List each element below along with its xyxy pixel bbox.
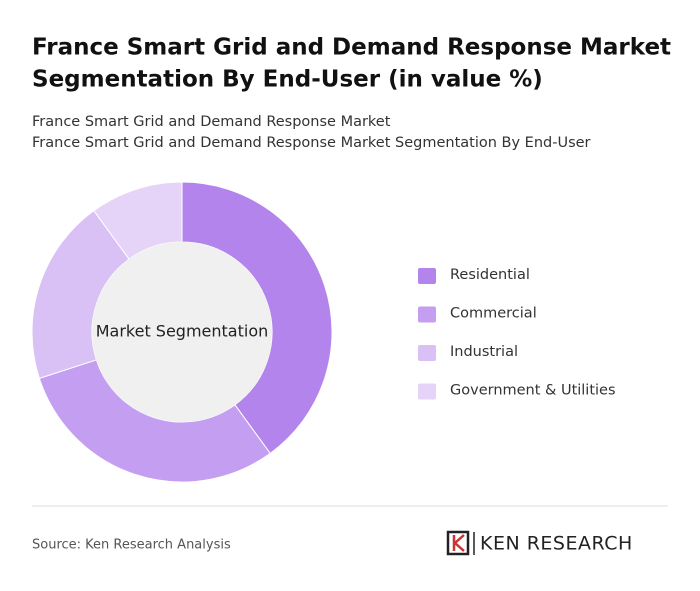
subtitle: France Smart Grid and Demand Response Ma… [32,114,391,130]
donut-slice [93,181,183,260]
logo-text: KEN RESEARCH [480,533,633,555]
legend-label: Industrial [450,344,518,360]
legend-swatch [418,345,436,361]
subtitle: France Smart Grid and Demand Response Ma… [32,135,591,151]
legend-swatch [418,306,436,323]
logo: KEN RESEARCH [446,530,633,556]
donut-hole [92,242,272,422]
legend-label: Government & Utilities [450,383,616,399]
center-label: Market Segmentation [96,322,269,341]
legend-swatch [418,268,436,284]
chart-title: France Smart Grid and Demand Response Ma… [32,35,671,61]
donut-slice [181,181,333,455]
logo-icon [446,530,470,556]
legend-label: Commercial [450,306,537,322]
legend-label: Residential [450,267,530,283]
source: Source: Ken Research Analysis [32,538,231,553]
chart-title: Segmentation By End-User (in value %) [32,67,543,93]
legend-swatch [418,383,436,400]
logo-icon [452,534,465,552]
